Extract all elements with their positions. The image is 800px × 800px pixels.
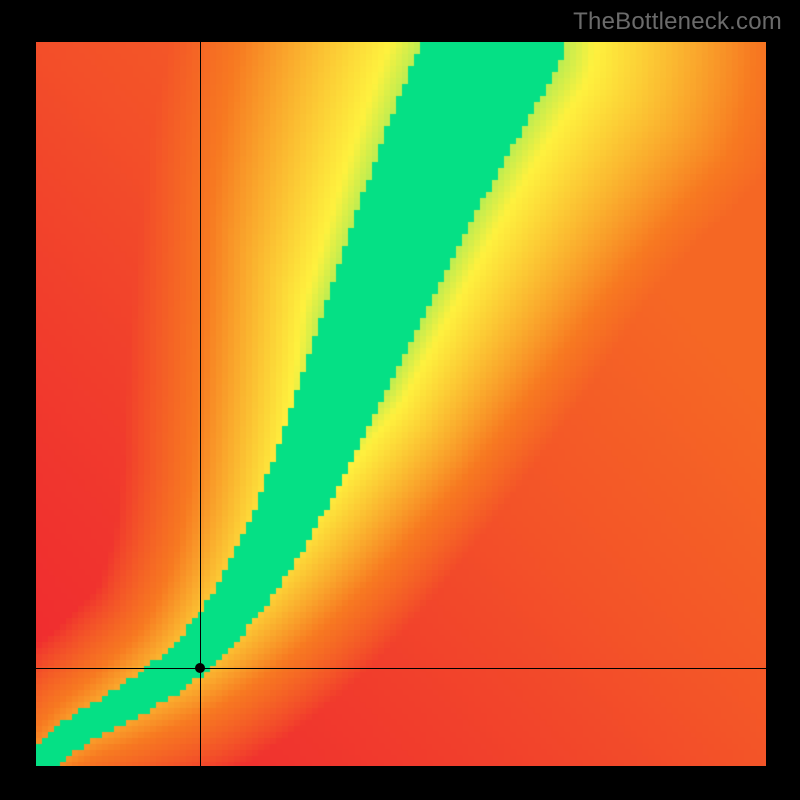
heatmap-canvas: [36, 42, 766, 766]
crosshair-vertical: [200, 42, 201, 766]
plot-area: [36, 42, 766, 766]
watermark-text: TheBottleneck.com: [573, 8, 782, 36]
crosshair-horizontal: [36, 668, 766, 669]
marker-dot: [195, 663, 205, 673]
